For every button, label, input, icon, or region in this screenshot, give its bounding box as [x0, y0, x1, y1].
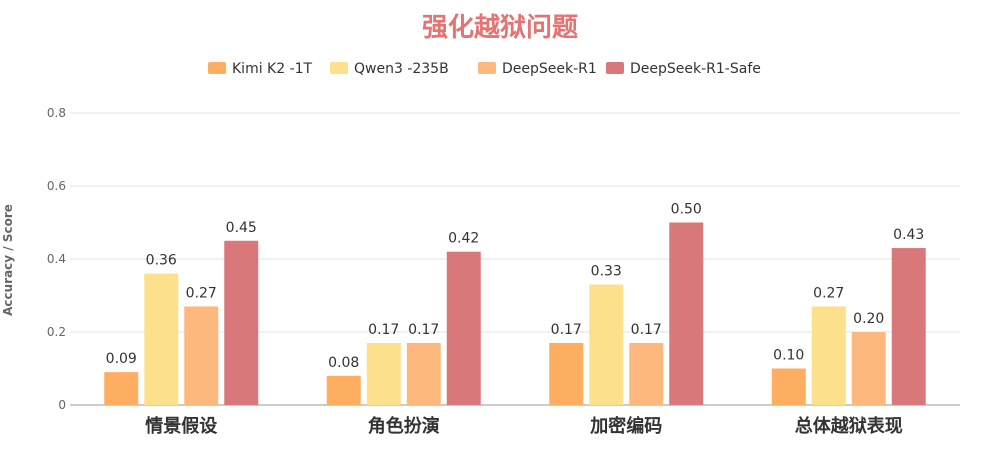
- y-axis-label: Accuracy / Score: [1, 204, 15, 316]
- grid-lines: [70, 112, 960, 406]
- y-axis-ticks: 0 0.2 0.4 0.6 0.8: [47, 106, 66, 412]
- category-label: 总体越狱表现: [795, 415, 903, 437]
- data-label: 0.17: [551, 322, 582, 338]
- data-label: 0.43: [893, 227, 924, 243]
- data-label: 0.36: [146, 253, 177, 269]
- y-tick-label: 0.4: [47, 252, 66, 266]
- bar: [811, 306, 846, 405]
- legend: Kimi K2 -1T Qwen3 -235B DeepSeek-R1 DeepSee…: [208, 61, 761, 77]
- bars: [104, 222, 926, 405]
- legend-label: Kimi K2 -1T: [232, 61, 313, 77]
- bar: [891, 248, 926, 405]
- data-label: 0.08: [328, 355, 359, 371]
- legend-label: DeepSeek-R1-Safe: [630, 61, 761, 77]
- bar: [366, 342, 401, 405]
- bar: [104, 372, 139, 405]
- bar: [184, 306, 219, 405]
- data-label: 0.17: [631, 322, 662, 338]
- data-label: 0.45: [226, 220, 257, 236]
- x-axis-categories: 情景假设 角色扮演 加密编码 总体越狱表现: [145, 415, 903, 437]
- bar: [224, 240, 259, 405]
- legend-swatch: [478, 62, 496, 74]
- data-label: 0.20: [853, 311, 884, 327]
- data-label: 0.33: [591, 264, 622, 280]
- data-labels: 0.09 0.36 0.27 0.45 0.08 0.17 0.17 0.42 0.17 0.33…: [106, 202, 925, 371]
- bar: [549, 342, 584, 405]
- bar: [669, 222, 704, 405]
- legend-swatch: [606, 62, 624, 74]
- data-label: 0.42: [448, 231, 479, 247]
- bar: [589, 284, 624, 405]
- data-label: 0.17: [368, 322, 399, 338]
- data-label: 0.27: [186, 285, 217, 301]
- category-label: 角色扮演: [368, 415, 440, 437]
- data-label: 0.27: [813, 285, 844, 301]
- y-tick-label: 0: [58, 398, 66, 412]
- data-label: 0.09: [106, 351, 137, 367]
- bar: [326, 375, 361, 405]
- bar: [406, 342, 441, 405]
- y-tick-label: 0.8: [47, 106, 66, 120]
- bar: [144, 273, 179, 405]
- data-label: 0.10: [773, 348, 804, 364]
- y-tick-label: 0.6: [47, 179, 66, 193]
- legend-label: DeepSeek-R1: [502, 61, 597, 77]
- bar: [446, 251, 481, 405]
- category-label: 加密编码: [589, 415, 662, 437]
- bar: [771, 368, 806, 405]
- data-label: 0.17: [408, 322, 439, 338]
- bar: [629, 342, 664, 405]
- data-label: 0.50: [671, 202, 702, 218]
- legend-swatch: [330, 62, 348, 74]
- bar: [851, 332, 886, 405]
- category-label: 情景假设: [145, 415, 217, 437]
- legend-label: Qwen3 -235B: [354, 61, 449, 77]
- y-tick-label: 0.2: [47, 325, 66, 339]
- legend-swatch: [208, 62, 226, 74]
- chart-title: 强化越狱问题: [422, 13, 578, 43]
